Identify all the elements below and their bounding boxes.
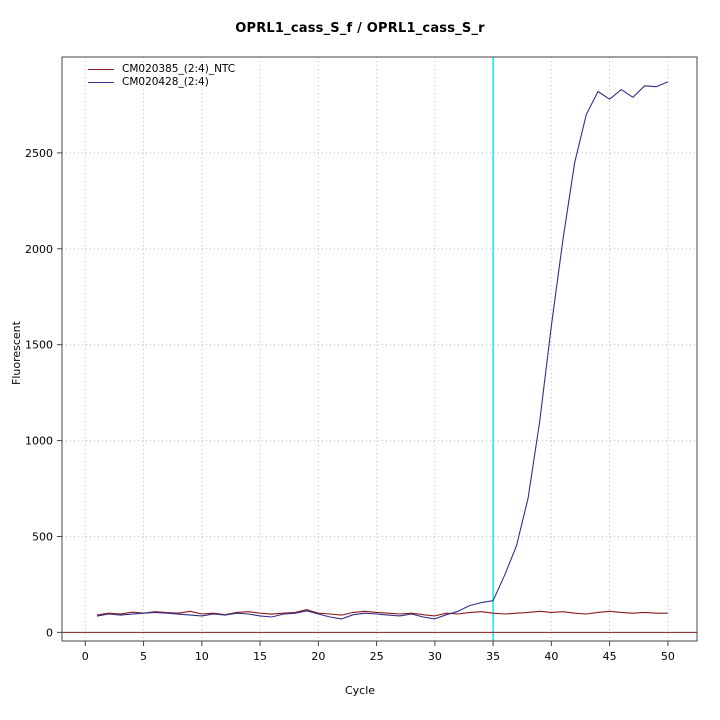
x-tick-label: 40 xyxy=(544,650,558,663)
legend-item: CM020385_(2:4)_NTC xyxy=(88,63,235,76)
legend-label: CM020428_(2:4) xyxy=(122,76,209,88)
y-tick-label: 2500 xyxy=(25,147,53,160)
legend-line-swatch-icon xyxy=(88,69,114,70)
y-tick-label: 2000 xyxy=(25,243,53,256)
x-tick-label: 0 xyxy=(82,650,89,663)
x-tick-label: 50 xyxy=(661,650,675,663)
x-tick-label: 25 xyxy=(370,650,384,663)
x-tick-label: 30 xyxy=(428,650,442,663)
y-tick-label: 0 xyxy=(46,626,53,639)
x-tick-label: 20 xyxy=(311,650,325,663)
x-tick-label: 15 xyxy=(253,650,267,663)
legend-line-swatch-icon xyxy=(88,82,114,83)
series-line-0 xyxy=(96,609,668,617)
x-tick-label: 45 xyxy=(603,650,617,663)
legend: CM020385_(2:4)_NTC CM020428_(2:4) xyxy=(88,63,235,89)
y-tick-label: 1500 xyxy=(25,339,53,352)
x-tick-label: 35 xyxy=(486,650,500,663)
y-tick-label: 500 xyxy=(32,530,53,543)
legend-item: CM020428_(2:4) xyxy=(88,76,235,89)
legend-label: CM020385_(2:4)_NTC xyxy=(122,63,236,75)
x-tick-label: 5 xyxy=(140,650,147,663)
plot-border xyxy=(61,56,698,642)
series-line-1 xyxy=(96,81,669,620)
x-axis-label: Cycle xyxy=(344,684,376,697)
chart-title: OPRL1_cass_S_f / OPRL1_cass_S_r xyxy=(235,21,485,36)
x-tick-label: 10 xyxy=(195,650,209,663)
y-tick-label: 1000 xyxy=(25,435,53,448)
